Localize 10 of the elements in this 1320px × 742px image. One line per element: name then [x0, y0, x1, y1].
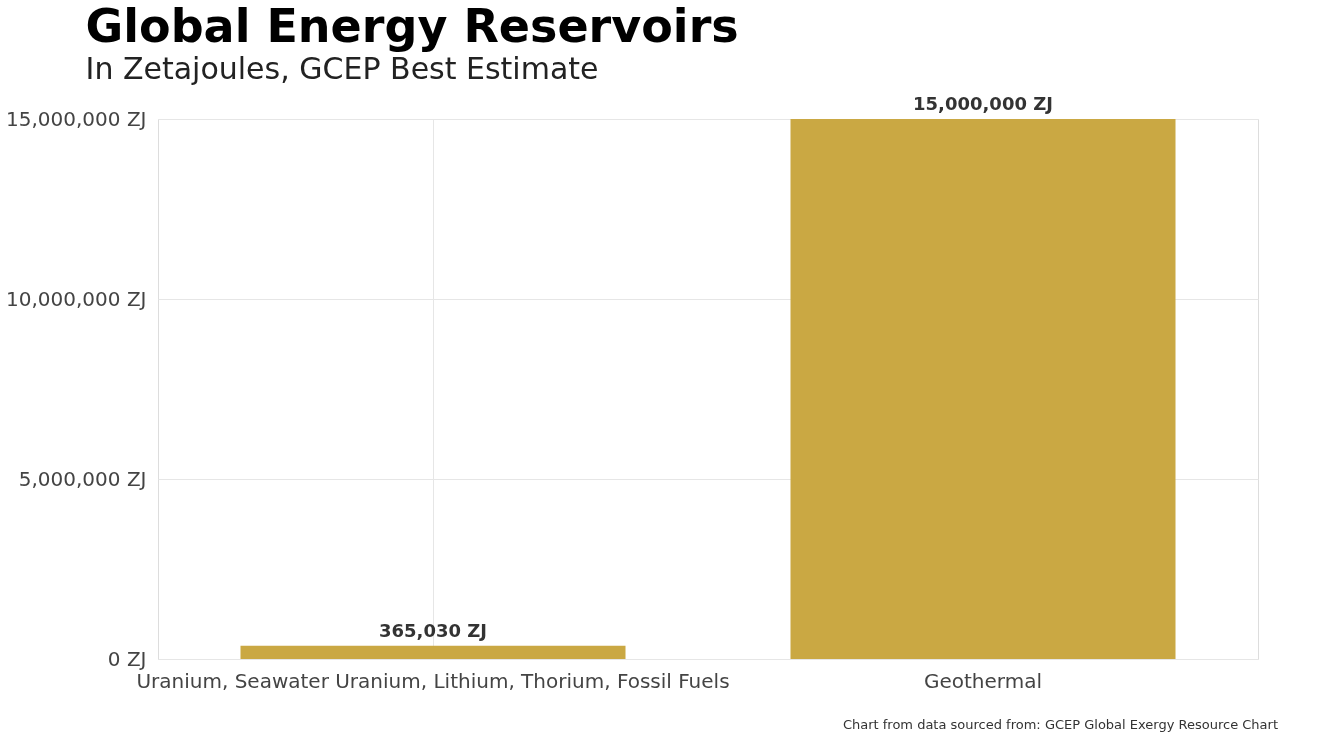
- y-tick-label: 15,000,000 ZJ: [6, 106, 147, 131]
- y-tick-label: 0 ZJ: [107, 646, 147, 671]
- y-tick-label: 10,000,000 ZJ: [6, 286, 147, 311]
- data-label: 15,000,000 ZJ: [913, 93, 1053, 114]
- data-label: 365,030 ZJ: [379, 619, 487, 641]
- x-tick-label: Geothermal: [923, 668, 1043, 693]
- text: Chart from data sourced from: GCEP Global Exergy Resource Chart: [842, 717, 1278, 732]
- chart-subtitle: In Zetajoules, GCEP Best Estimate: [85, 51, 599, 86]
- y-tick-label: 5,000,000 ZJ: [18, 466, 147, 491]
- chart-title: Global Energy Reservoirs: [85, 0, 739, 53]
